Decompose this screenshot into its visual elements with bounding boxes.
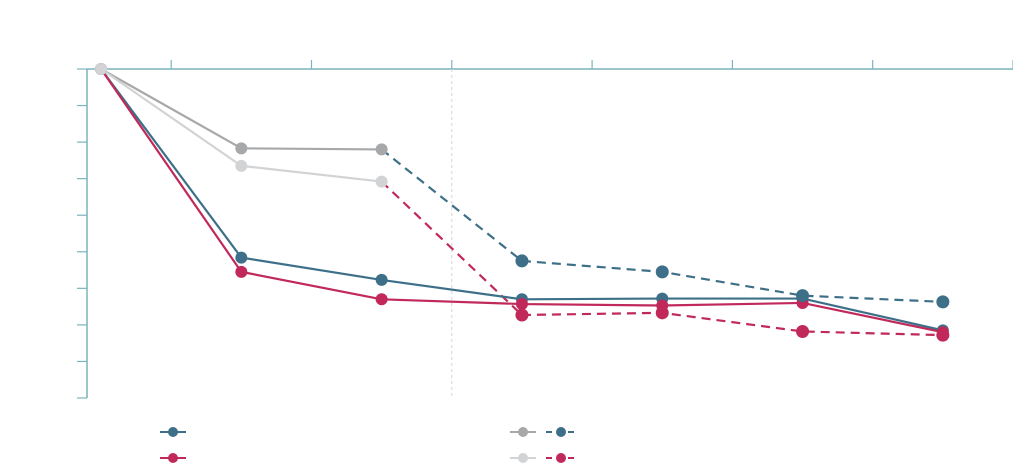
data-point: [235, 265, 248, 278]
data-point: [515, 254, 529, 268]
data-point: [796, 289, 810, 303]
legend-marker: [518, 427, 528, 437]
series-points: [95, 63, 950, 342]
data-point: [936, 295, 950, 309]
series-line-5: [521, 311, 943, 337]
series-line-0: [100, 68, 944, 332]
data-point: [95, 63, 108, 75]
legend-marker: [556, 453, 566, 463]
legend-marker: [518, 453, 528, 463]
legend: [160, 427, 576, 463]
data-point: [235, 142, 248, 155]
data-point: [235, 251, 248, 264]
connector-line: [380, 180, 523, 316]
series-line-1: [100, 68, 944, 334]
data-point: [655, 306, 669, 320]
data-point: [655, 265, 669, 279]
axes: [77, 60, 1013, 399]
legend-marker: [168, 427, 178, 437]
data-point: [375, 175, 388, 188]
series-line-4: [521, 259, 943, 303]
data-point: [375, 293, 388, 306]
legend-marker: [168, 453, 178, 463]
series-line-2: [100, 68, 382, 151]
data-point: [936, 328, 950, 342]
data-point: [515, 308, 529, 322]
data-point: [515, 298, 528, 311]
data-point: [375, 273, 388, 286]
data-point: [375, 143, 388, 156]
data-point: [796, 324, 810, 338]
legend-marker: [556, 427, 566, 437]
data-point: [235, 159, 248, 172]
